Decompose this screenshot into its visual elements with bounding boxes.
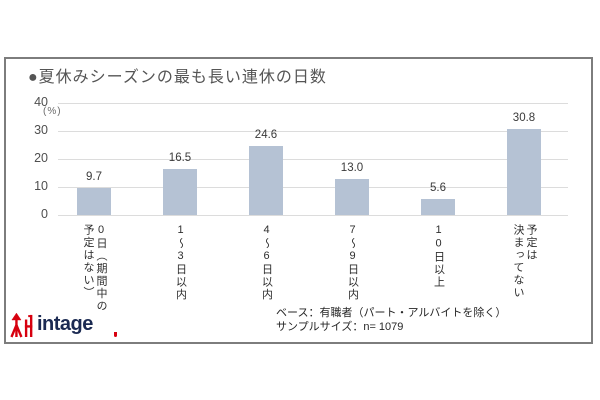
category-label: 1〜3日以内: [174, 224, 187, 301]
y-axis-tick-label: 30: [34, 123, 48, 137]
category-label: 4〜6日以内: [260, 224, 273, 301]
gridline: [58, 158, 568, 160]
chart-title: ●夏休みシーズンの最も長い連休の日数: [28, 69, 327, 86]
y-axis-tick-label: 0: [41, 207, 48, 221]
gridline: [58, 102, 568, 104]
category-label: 10日以上: [432, 224, 445, 289]
category-label: 7〜9日以内: [346, 224, 359, 301]
bar-value-label: 9.7: [86, 170, 102, 183]
bar: [335, 178, 369, 215]
intage-logo: intage: [10, 311, 117, 339]
category-label: 予定は 決まってない: [512, 224, 537, 299]
gridline: [58, 130, 568, 132]
bar: [77, 187, 111, 215]
y-axis-tick-label: 40: [34, 95, 48, 109]
intage-logo-text: intage: [37, 312, 93, 335]
bar: [163, 168, 197, 215]
footnote: ベース：有職者（パート・アルバイトを除く） サンプルサイズ：n= 1079: [276, 306, 506, 334]
bar-value-label: 24.6: [254, 129, 278, 142]
bar-value-label: 13.0: [340, 161, 364, 174]
gridline: [58, 186, 568, 188]
gridline: [58, 214, 568, 216]
intage-logo-mark-icon: [10, 312, 33, 337]
category-label: 0日（期間中の 予定はない）: [82, 224, 107, 313]
bar: [507, 128, 541, 215]
y-axis-tick-label: 10: [34, 179, 48, 193]
bar-value-label: 30.8: [512, 111, 536, 124]
y-axis-unit-label: (%): [43, 106, 62, 117]
intage-logo-accent-icon: [114, 332, 117, 337]
footnote-base: ベース：有職者（パート・アルバイトを除く）: [276, 307, 507, 319]
y-axis-tick-label: 20: [34, 151, 48, 165]
bar: [421, 199, 455, 215]
bar-value-label: 5.6: [430, 182, 446, 195]
footnote-sample-size: サンプルサイズ：n= 1079: [276, 321, 404, 333]
bar: [249, 146, 283, 215]
bar-value-label: 16.5: [168, 151, 192, 164]
